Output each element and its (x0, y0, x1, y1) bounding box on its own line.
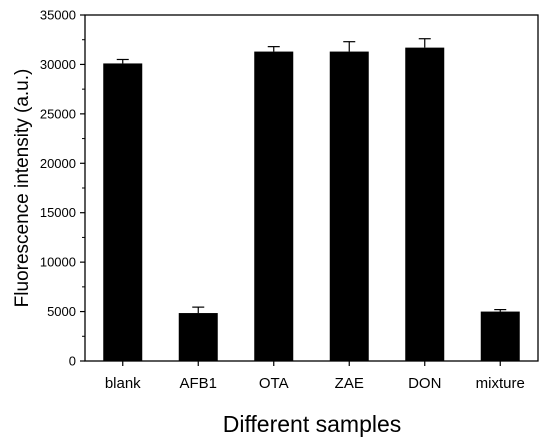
bar-zae (329, 51, 369, 361)
bar-don (405, 47, 445, 361)
bar-afb1 (178, 313, 218, 361)
bar-blank (103, 63, 143, 361)
x-tick-label: AFB1 (179, 375, 217, 392)
y-tick-label: 20000 (40, 156, 76, 171)
y-tick-label: 30000 (40, 57, 76, 72)
x-tick-label: blank (105, 375, 141, 392)
y-tick-label: 0 (69, 354, 76, 369)
y-axis-ticks: 0 5000 10000 15000 20000 25000 30000 35000 (40, 8, 85, 369)
y-tick-label: 35000 (40, 8, 76, 23)
x-axis-title: Different samples (223, 411, 402, 437)
y-tick-label: 25000 (40, 106, 76, 121)
bar-ota (254, 51, 294, 361)
bar-mixture (480, 311, 520, 361)
plot-area (84, 14, 539, 362)
x-tick-label: mixture (476, 375, 525, 392)
bars-group (103, 47, 520, 361)
error-bars-group (116, 38, 507, 314)
x-tick-label: ZAE (335, 375, 364, 392)
y-tick-label: 15000 (40, 205, 76, 220)
x-tick-label: DON (408, 375, 441, 392)
y-tick-label: 5000 (47, 304, 76, 319)
plot-frame (84, 14, 539, 362)
x-axis-ticks: blank AFB1 OTA ZAE DON mixture (105, 361, 525, 392)
y-tick-label: 10000 (40, 255, 76, 270)
x-tick-label: OTA (259, 375, 289, 392)
y-axis-title: Fluorescence intensity (a.u.) (12, 69, 33, 308)
